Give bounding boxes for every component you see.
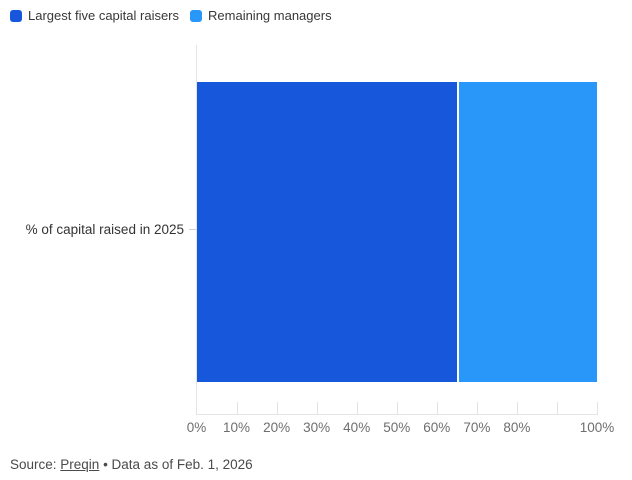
x-tick-70 <box>476 402 478 414</box>
source-suffix: • Data as of Feb. 1, 2026 <box>99 457 253 472</box>
legend: Largest five capital raisers Remaining m… <box>10 8 332 24</box>
source-line: Source: Preqin • Data as of Feb. 1, 2026 <box>10 457 253 472</box>
x-tick-label-10: 10% <box>223 420 251 435</box>
x-tick-label-80: 80% <box>503 420 531 435</box>
x-tick-30 <box>316 402 318 414</box>
x-tick-label-40: 40% <box>343 420 371 435</box>
x-tick-label-60: 60% <box>423 420 451 435</box>
legend-label-largest-five: Largest five capital raisers <box>28 8 180 23</box>
x-tick-label-70: 70% <box>463 420 491 435</box>
x-tick-label-100: 100% <box>579 420 615 435</box>
legend-item-remaining: Remaining managers <box>190 8 332 24</box>
legend-swatch-largest-five-icon <box>10 10 22 22</box>
category-tick <box>189 229 196 230</box>
x-tick-label-0: 0% <box>186 420 207 435</box>
x-tick-60 <box>436 402 438 414</box>
x-tick-80 <box>516 402 518 414</box>
legend-label-remaining: Remaining managers <box>208 8 332 23</box>
x-tick-20 <box>276 402 278 414</box>
x-tick-label-50: 50% <box>383 420 411 435</box>
x-axis-line <box>196 414 598 415</box>
x-tick-40 <box>356 402 358 414</box>
y-axis-line <box>196 45 197 415</box>
segment-divider <box>457 82 459 382</box>
stacked-bar <box>197 82 597 382</box>
legend-swatch-remaining-icon <box>190 10 203 22</box>
bar-segment-largest-five[interactable] <box>197 82 457 382</box>
x-tick-label-20: 20% <box>263 420 291 435</box>
source-prefix: Source: <box>10 457 61 472</box>
x-tick-50 <box>396 402 398 414</box>
x-tick-10 <box>236 402 238 414</box>
source-link[interactable]: Preqin <box>60 457 100 472</box>
legend-item-largest-five: Largest five capital raisers <box>10 8 179 24</box>
category-label: % of capital raised in 2025 <box>25 222 184 237</box>
x-tick-100 <box>597 402 598 414</box>
x-tick-90 <box>556 402 558 414</box>
x-tick-label-30: 30% <box>303 420 331 435</box>
bar-segment-remaining[interactable] <box>459 82 597 382</box>
